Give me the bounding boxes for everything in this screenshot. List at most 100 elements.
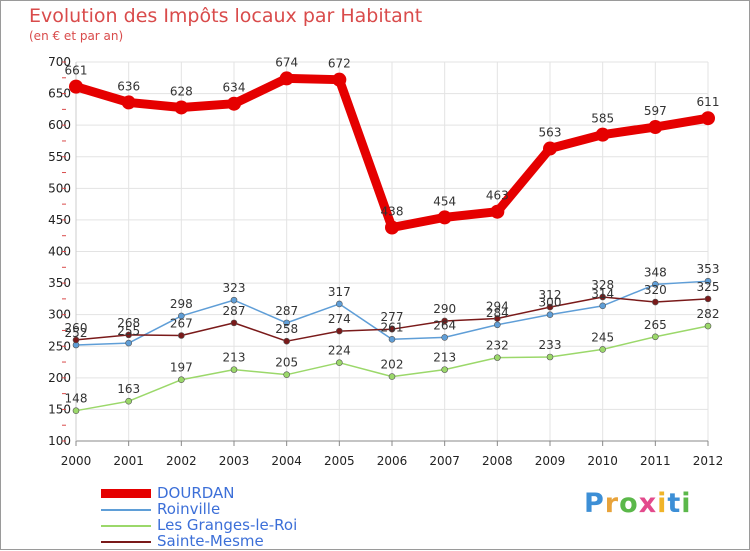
data-point-sainte-mesme — [546, 303, 554, 311]
data-point-roinville — [178, 312, 185, 320]
legend-swatch-sainte-mesme — [101, 541, 151, 543]
y-tick-label: 100 — [48, 434, 71, 448]
data-label-roinville: 287 — [275, 304, 298, 318]
x-tick-label: 2012 — [693, 454, 724, 468]
data-label-sainte-mesme: 260 — [65, 321, 88, 335]
data-point-dourdan — [437, 210, 452, 225]
legend-item-roinville: Roinville — [101, 500, 401, 518]
data-point-sainte-mesme — [230, 319, 238, 327]
x-tick-label: 2003 — [219, 454, 250, 468]
data-point-roinville — [652, 281, 659, 288]
y-tick-label: 300 — [48, 308, 71, 322]
data-point-les-granges-le-roi — [599, 346, 606, 353]
y-tick-label: 700 — [48, 55, 71, 69]
data-point-sainte-mesme — [178, 332, 185, 339]
data-label-sainte-mesme: 328 — [591, 278, 614, 292]
data-label-sainte-mesme: 267 — [170, 317, 193, 331]
data-point-sainte-mesme — [72, 336, 80, 344]
data-label-sainte-mesme: 277 — [381, 310, 404, 324]
y-tick-label: 400 — [48, 245, 71, 259]
data-label-les-granges-le-roi: 197 — [170, 361, 193, 375]
legend-item-dourdan: DOURDAN — [101, 484, 401, 502]
data-label-sainte-mesme: 258 — [275, 322, 298, 336]
data-point-les-granges-le-roi — [546, 353, 554, 361]
data-label-sainte-mesme: 320 — [644, 283, 667, 297]
data-label-dourdan: 463 — [486, 189, 509, 203]
data-point-les-granges-le-roi — [283, 371, 290, 378]
data-point-dourdan — [69, 79, 83, 94]
x-tick-label: 2002 — [166, 454, 197, 468]
legend-swatch-les-granges-le-roi — [101, 525, 151, 527]
y-tick-label: 250 — [48, 339, 71, 353]
data-point-roinville — [336, 300, 343, 308]
data-point-les-granges-le-roi — [441, 366, 448, 373]
x-tick-label: 2005 — [324, 454, 355, 468]
chart-title: Evolution des Impôts locaux par Habitant — [29, 5, 423, 27]
data-label-dourdan: 672 — [328, 57, 351, 71]
data-point-dourdan — [648, 120, 663, 135]
data-label-dourdan: 628 — [170, 84, 193, 98]
data-label-roinville: 255 — [117, 324, 140, 338]
data-label-roinville: 252 — [65, 326, 88, 340]
data-label-les-granges-le-roi: 233 — [539, 338, 562, 352]
data-label-roinville: 314 — [591, 287, 614, 301]
data-point-dourdan — [332, 72, 347, 87]
data-point-dourdan — [595, 127, 610, 142]
x-tick-label: 2000 — [61, 454, 92, 468]
data-point-les-granges-le-roi — [178, 376, 185, 384]
data-label-roinville: 298 — [170, 297, 193, 311]
data-point-les-granges-le-roi — [704, 322, 712, 330]
y-tick-label: 200 — [48, 371, 71, 385]
data-label-dourdan: 636 — [117, 79, 140, 93]
data-point-roinville — [546, 311, 554, 318]
data-point-roinville — [494, 321, 501, 329]
data-point-roinville — [599, 302, 606, 310]
data-point-dourdan — [701, 111, 715, 126]
data-label-dourdan: 597 — [644, 104, 667, 118]
data-point-les-granges-le-roi — [388, 373, 396, 380]
series-layer — [69, 71, 715, 414]
y-tick-label: 600 — [48, 118, 71, 132]
data-point-roinville — [230, 296, 238, 304]
data-label-roinville: 317 — [328, 285, 351, 299]
logo-letter: x — [638, 488, 658, 519]
data-label-sainte-mesme: 294 — [486, 299, 509, 313]
data-label-sainte-mesme: 274 — [328, 312, 351, 326]
proxiti-logo: Proxiti — [584, 488, 692, 519]
x-tick-label: 2010 — [587, 454, 618, 468]
data-label-les-granges-le-roi: 213 — [433, 351, 456, 365]
data-point-sainte-mesme — [652, 298, 659, 306]
data-labels: 252 255 298 323 287 317 261 264 284 300 314 348 353 1… — [65, 55, 720, 405]
x-tick-label: 2011 — [640, 454, 671, 468]
data-label-les-granges-le-roi: 148 — [65, 392, 88, 406]
legend-label-les-granges-le-roi: Les Granges-le-Roi — [157, 516, 298, 534]
data-label-les-granges-le-roi: 163 — [117, 382, 140, 396]
logo-letter: P — [584, 488, 605, 519]
data-point-roinville — [704, 277, 712, 285]
data-point-les-granges-le-roi — [72, 407, 80, 414]
data-point-les-granges-le-roi — [494, 354, 501, 361]
data-point-les-granges-le-roi — [125, 397, 132, 405]
data-point-sainte-mesme — [494, 315, 501, 322]
x-tick-label: 2009 — [535, 454, 566, 468]
data-point-dourdan — [227, 96, 241, 111]
data-label-les-granges-le-roi: 245 — [591, 330, 614, 344]
legend-swatch-roinville — [101, 509, 151, 511]
legend-label-roinville: Roinville — [157, 500, 221, 518]
data-point-roinville — [283, 319, 290, 327]
legend-label-sainte-mesme: Sainte-Mesme — [157, 532, 264, 550]
y-tick-label: 350 — [48, 276, 71, 290]
data-label-sainte-mesme: 268 — [117, 316, 140, 330]
data-point-sainte-mesme — [125, 331, 132, 339]
data-point-les-granges-le-roi — [652, 333, 659, 341]
y-tick-label: 650 — [48, 87, 71, 101]
data-point-dourdan — [385, 220, 399, 235]
legend-swatch-dourdan — [101, 489, 151, 498]
data-point-roinville — [125, 339, 132, 347]
data-label-roinville: 300 — [539, 296, 562, 310]
data-point-dourdan — [121, 95, 136, 110]
logo-letter: r — [604, 488, 620, 519]
x-tick-label: 2008 — [482, 454, 513, 468]
